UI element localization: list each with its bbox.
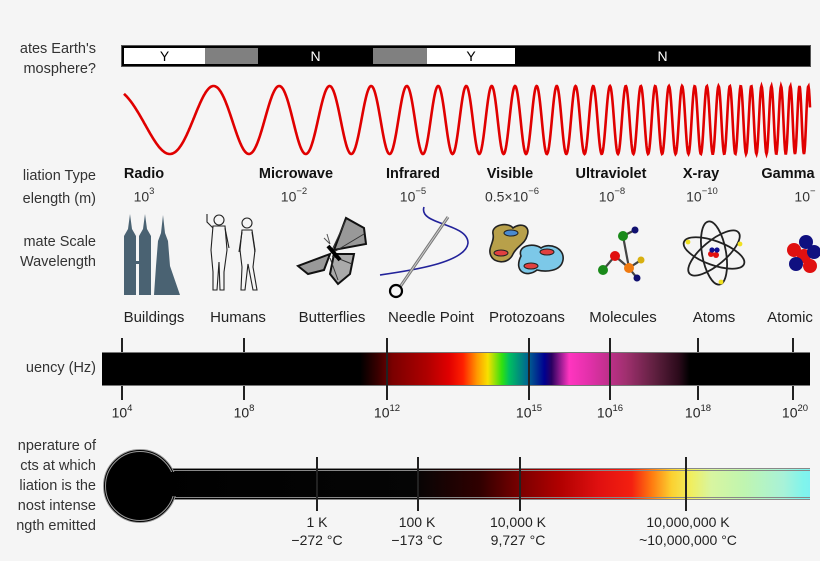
nucleus-icon xyxy=(784,230,820,276)
freq-label: 1012 xyxy=(373,403,401,421)
atmo-segment-partial2 xyxy=(373,48,427,64)
scale-molecules: Molecules xyxy=(589,309,657,326)
atmo-segment-n1: N xyxy=(258,46,373,66)
freq-label: 1016 xyxy=(596,403,624,421)
freq-label: 108 xyxy=(233,403,255,421)
atmo-segment-partial1 xyxy=(205,48,258,64)
temp-tick xyxy=(316,457,318,511)
temperature-label: nperature of cts at which liation is the… xyxy=(16,436,96,536)
thermometer-tube xyxy=(150,468,810,500)
atmo-segment-y2: Y xyxy=(427,48,515,64)
label-line: mosphere? xyxy=(23,61,96,77)
label-line: Wavelength xyxy=(19,254,96,270)
scale-buildings: Buildings xyxy=(123,309,185,326)
protozoa-icon xyxy=(487,220,567,280)
radiation-type-label: liation Type xyxy=(22,168,96,184)
atmosphere-penetration-bar: Y N Y N xyxy=(121,45,811,67)
freq-tick-overlay xyxy=(609,352,611,386)
wavelength-radio: 103 xyxy=(133,186,155,205)
label-line: mate Scale xyxy=(23,234,96,250)
freq-tick-overlay xyxy=(386,352,388,386)
wavelength-infrared: 10−5 xyxy=(399,186,427,205)
butterfly-icon xyxy=(294,214,370,290)
band-gamma: Gamma xyxy=(761,166,815,182)
label-line: ngth emitted xyxy=(16,518,96,534)
frequency-label: uency (Hz) xyxy=(25,360,96,376)
humans-icon xyxy=(203,212,267,294)
wavelength-xray: 10−10 xyxy=(686,186,718,205)
label-line: liation is the xyxy=(19,478,96,494)
label-line: nost intense xyxy=(17,498,96,514)
freq-tick-overlay xyxy=(528,352,530,386)
band-microwave: Microwave xyxy=(258,166,334,182)
freq-label: 1015 xyxy=(515,403,543,421)
segment-label: N xyxy=(657,48,668,64)
band-xray: X-ray xyxy=(682,166,720,182)
temp-label-100k: 100 K −173 °C xyxy=(391,514,443,548)
label-line: ates Earth's xyxy=(19,41,96,57)
atmosphere-question-label: ates Earth's mosphere? xyxy=(20,39,96,79)
temp-label-10000k: 10,000 K 9,727 °C xyxy=(489,514,547,548)
scale-label: mate Scale Wavelength xyxy=(20,232,96,272)
segment-label: Y xyxy=(159,48,170,64)
band-radio: Radio xyxy=(123,166,165,182)
temp-label-10000000k: 10,000,000 K ~10,000,000 °C xyxy=(639,514,737,548)
band-ultraviolet: Ultraviolet xyxy=(575,166,647,182)
band-visible: Visible xyxy=(486,166,534,182)
atmo-segment-n2: N xyxy=(515,46,810,66)
wavelength-gamma: 10− xyxy=(794,186,816,205)
molecule-icon xyxy=(593,226,649,282)
band-infrared: Infrared xyxy=(386,166,440,182)
freq-label: 104 xyxy=(111,403,133,421)
bulb-neck xyxy=(165,472,177,496)
wavelength-microwave: 10−2 xyxy=(280,186,308,205)
thermometer-bulb xyxy=(103,449,177,523)
freq-label: 1020 xyxy=(781,403,809,421)
temp-label-1k: 1 K −272 °C xyxy=(291,514,343,548)
frequency-spectrum-bar xyxy=(102,352,810,386)
wave-curve xyxy=(123,81,812,159)
temp-tick xyxy=(417,457,419,511)
label-line: cts at which xyxy=(20,458,96,474)
wavelength-visible: 0.5×10−6 xyxy=(484,186,540,205)
scale-atomic: Atomic xyxy=(767,309,813,326)
scale-needle-point: Needle Point xyxy=(388,309,474,326)
atmo-segment-y1: Y xyxy=(124,48,205,64)
temp-tick xyxy=(685,457,687,511)
wavelength-ultraviolet: 10−8 xyxy=(598,186,626,205)
scale-atoms: Atoms xyxy=(692,309,736,326)
wavelength-wave xyxy=(0,70,820,170)
freq-label: 1018 xyxy=(684,403,712,421)
scale-humans: Humans xyxy=(210,309,266,326)
scale-protozoans: Protozoans xyxy=(489,309,565,326)
wavelength-label: elength (m) xyxy=(22,191,96,207)
atom-icon xyxy=(679,218,749,288)
segment-label: N xyxy=(310,48,321,64)
needle-icon xyxy=(378,205,473,300)
temp-tick xyxy=(519,457,521,511)
scale-butterflies: Butterflies xyxy=(298,309,366,326)
segment-label: Y xyxy=(466,48,476,64)
label-line: nperature of xyxy=(17,438,96,454)
buildings-icon xyxy=(122,211,182,296)
